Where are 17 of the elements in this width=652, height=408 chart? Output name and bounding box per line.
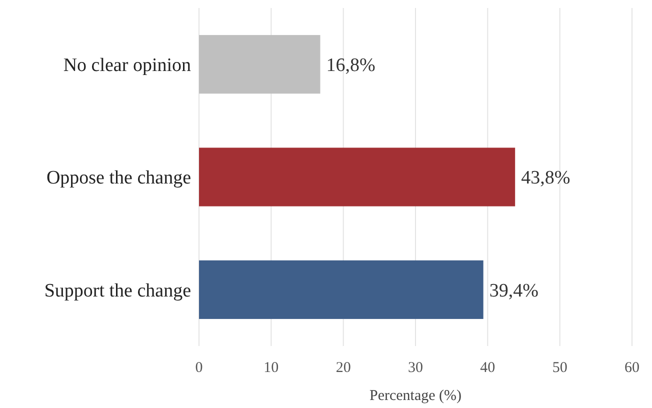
- bar: [199, 148, 516, 206]
- bar: [199, 260, 484, 319]
- y-tick-label: Support the change: [44, 280, 191, 302]
- x-tick-label: 40: [480, 360, 496, 376]
- x-tick-label: 10: [264, 360, 279, 376]
- x-tick-label: 60: [624, 360, 640, 376]
- x-tick-label: 50: [552, 360, 568, 376]
- data-label: 39,4%: [489, 280, 539, 302]
- y-tick-label: Oppose the change: [46, 168, 191, 189]
- x-tick-label: 20: [336, 360, 351, 376]
- x-axis-title: Percentage (%): [369, 388, 462, 404]
- x-tick-label: 0: [195, 360, 203, 376]
- data-label: 43,8%: [521, 168, 570, 189]
- x-tick-label: 30: [408, 360, 423, 376]
- bar: [199, 35, 320, 94]
- y-tick-label: No clear opinion: [63, 54, 192, 76]
- data-label: 16,8%: [326, 54, 376, 76]
